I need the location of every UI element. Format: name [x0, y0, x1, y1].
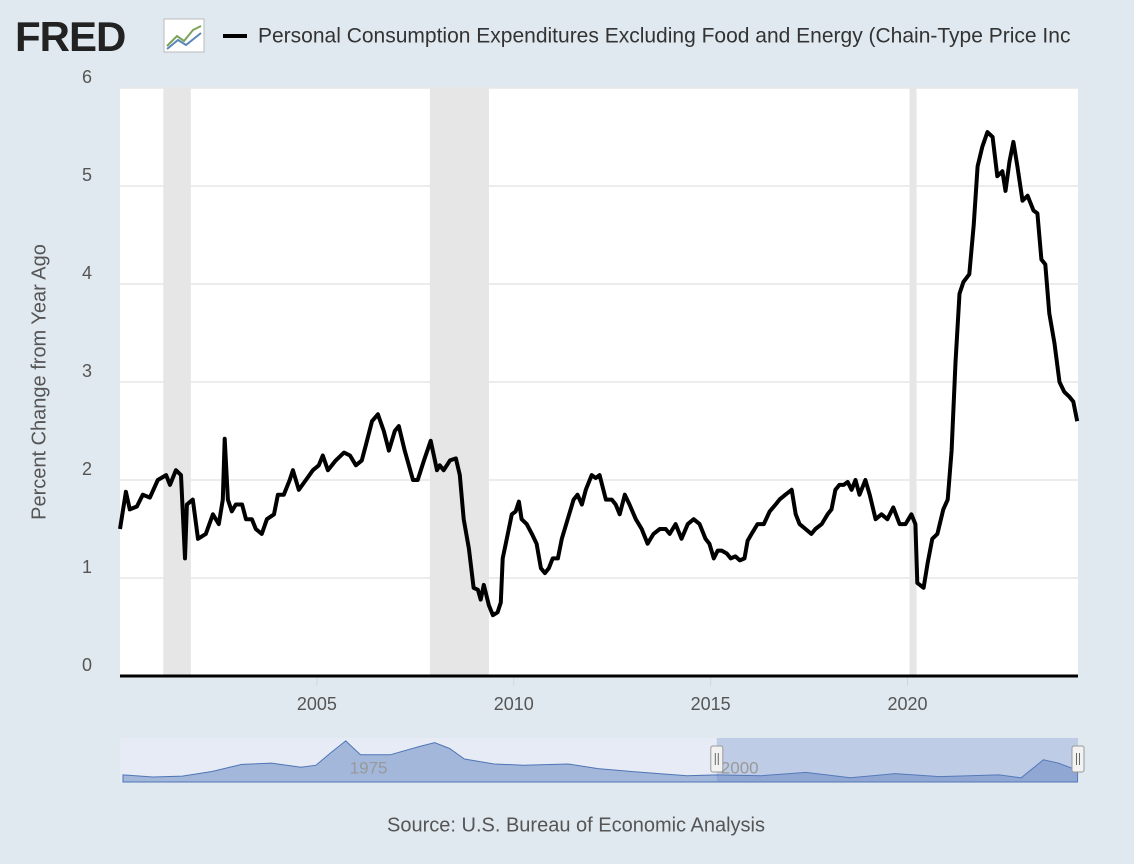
navigator-tick-label: 1975	[350, 758, 388, 777]
navigator-handle	[710, 745, 724, 773]
legend-label: Personal Consumption Expenditures Exclud…	[258, 25, 1070, 48]
y-tick-label: 0	[82, 655, 92, 675]
logo-icon	[163, 18, 205, 53]
y-axis-label: Percent Change from Year Ago	[28, 244, 50, 520]
y-tick-label: 6	[82, 67, 92, 87]
navigator-area	[122, 740, 1079, 783]
x-tick-label: 2020	[887, 694, 927, 714]
series-line	[118, 130, 1080, 618]
y-tick-label: 2	[82, 459, 92, 479]
x-tick-label: 2015	[691, 694, 731, 714]
x-tick-label: 2010	[494, 694, 534, 714]
y-tick-label: 4	[82, 263, 92, 283]
logo: FRED	[15, 13, 125, 60]
y-tick-label: 5	[82, 165, 92, 185]
x-tick-label: 2005	[297, 694, 337, 714]
y-tick-label: 3	[82, 361, 92, 381]
navigator-tick-label: 2000	[721, 758, 759, 777]
navigator-handle	[1071, 745, 1085, 773]
source: Source: U.S. Bureau of Economic Analysis	[387, 814, 765, 836]
y-tick-label: 1	[82, 557, 92, 577]
navigator-selection	[716, 738, 1078, 782]
